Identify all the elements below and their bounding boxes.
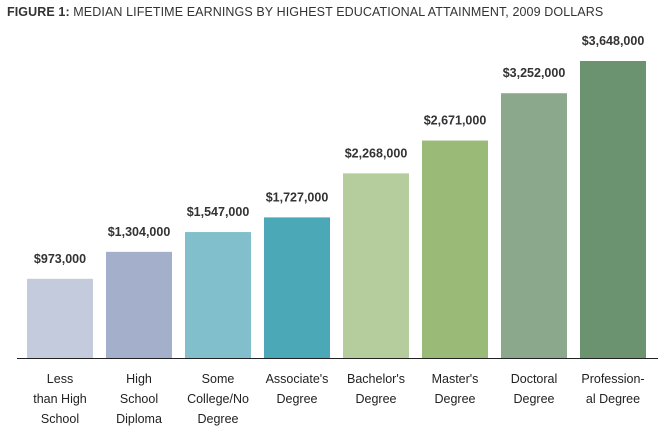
bar [422,140,488,358]
bar [106,251,172,358]
category-label: High School Diploma [116,372,162,426]
chart-title-text: MEDIAN LIFETIME EARNINGS BY HIGHEST EDUC… [69,5,604,19]
data-label: $3,252,000 [503,66,566,80]
data-label: $2,268,000 [345,146,408,160]
data-label: $1,727,000 [266,190,329,204]
bar [343,173,409,358]
data-label: $2,671,000 [424,114,487,128]
category-label: Doctoral Degree [511,372,558,406]
data-label: $1,547,000 [187,205,250,219]
category-label: Some College/No Degree [187,372,249,426]
data-label: $973,000 [34,252,86,266]
chart-title: FIGURE 1: MEDIAN LIFETIME EARNINGS BY HI… [7,5,603,19]
bar [501,93,567,358]
category-label: Profession-al Degree [581,372,644,406]
data-label: $3,648,000 [582,34,645,48]
category-label: Bachelor's Degree [347,372,405,406]
bar [264,217,330,358]
category-label: Master's Degree [432,372,479,406]
bar [27,278,93,358]
figure-number: FIGURE 1: [7,5,70,19]
bar [580,61,646,358]
bar [185,232,251,358]
category-label: Associate's Degree [266,372,329,406]
data-label: $1,304,000 [108,225,171,239]
category-label: Less than High School [33,372,87,426]
